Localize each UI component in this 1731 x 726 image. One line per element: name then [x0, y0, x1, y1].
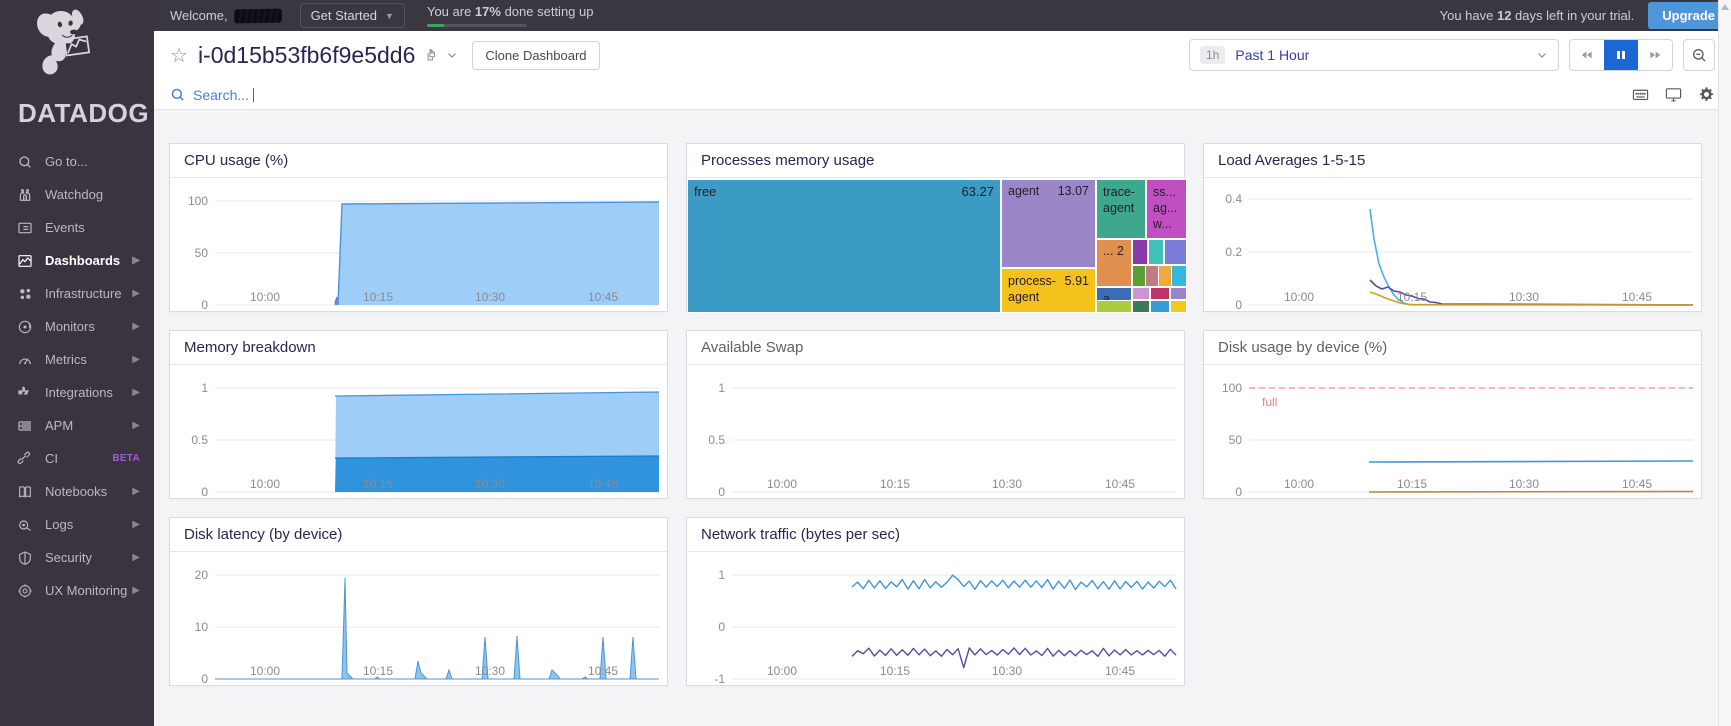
- svg-text:100: 100: [1222, 381, 1242, 395]
- svg-text:0: 0: [201, 672, 208, 686]
- svg-text:10:15: 10:15: [363, 290, 393, 304]
- svg-text:10:00: 10:00: [767, 477, 797, 491]
- svg-text:10:30: 10:30: [992, 664, 1022, 678]
- svg-text:10:30: 10:30: [475, 664, 505, 678]
- svg-text:full: full: [1262, 395, 1277, 409]
- svg-text:0.2: 0.2: [1225, 245, 1242, 259]
- svg-text:10:15: 10:15: [363, 664, 393, 678]
- svg-text:10:45: 10:45: [588, 290, 618, 304]
- svg-text:50: 50: [195, 246, 209, 260]
- svg-text:10:00: 10:00: [767, 664, 797, 678]
- svg-text:10:30: 10:30: [475, 477, 505, 491]
- svg-text:0.5: 0.5: [708, 433, 725, 447]
- svg-text:10:45: 10:45: [1105, 664, 1135, 678]
- svg-text:10:45: 10:45: [588, 477, 618, 491]
- svg-text:0: 0: [718, 485, 725, 499]
- svg-text:10:15: 10:15: [1397, 290, 1427, 304]
- svg-text:10:45: 10:45: [1622, 477, 1652, 491]
- svg-text:100: 100: [188, 194, 208, 208]
- svg-text:0: 0: [201, 485, 208, 499]
- svg-text:10:15: 10:15: [880, 477, 910, 491]
- svg-text:10:30: 10:30: [475, 290, 505, 304]
- svg-text:50: 50: [1229, 433, 1243, 447]
- svg-text:10:45: 10:45: [588, 664, 618, 678]
- svg-text:10:30: 10:30: [992, 477, 1022, 491]
- svg-text:10:45: 10:45: [1622, 290, 1652, 304]
- svg-text:10:15: 10:15: [363, 477, 393, 491]
- svg-text:-1: -1: [714, 672, 725, 686]
- svg-text:10:15: 10:15: [1397, 477, 1427, 491]
- svg-text:1: 1: [718, 381, 725, 395]
- svg-text:0: 0: [1235, 298, 1242, 312]
- svg-text:0: 0: [1235, 485, 1242, 499]
- svg-text:0.5: 0.5: [191, 433, 208, 447]
- svg-text:10:15: 10:15: [880, 664, 910, 678]
- svg-text:10:00: 10:00: [250, 290, 280, 304]
- svg-text:10:00: 10:00: [1284, 477, 1314, 491]
- svg-text:0: 0: [201, 298, 208, 312]
- svg-text:1: 1: [201, 381, 208, 395]
- svg-text:10: 10: [195, 620, 209, 634]
- svg-text:10:00: 10:00: [250, 664, 280, 678]
- svg-text:0: 0: [718, 620, 725, 634]
- svg-text:20: 20: [195, 568, 209, 582]
- svg-text:1: 1: [718, 568, 725, 582]
- svg-text:0.4: 0.4: [1225, 192, 1242, 206]
- svg-text:10:00: 10:00: [1284, 290, 1314, 304]
- svg-text:10:30: 10:30: [1509, 290, 1539, 304]
- svg-text:10:00: 10:00: [250, 477, 280, 491]
- svg-text:10:45: 10:45: [1105, 477, 1135, 491]
- svg-text:10:30: 10:30: [1509, 477, 1539, 491]
